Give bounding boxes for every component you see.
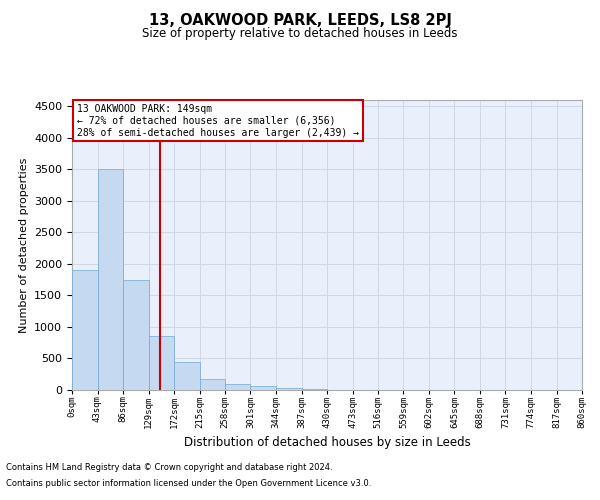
Text: 13 OAKWOOD PARK: 149sqm
← 72% of detached houses are smaller (6,356)
28% of semi: 13 OAKWOOD PARK: 149sqm ← 72% of detache… bbox=[77, 104, 359, 138]
Bar bbox=[149, 336, 174, 390]
Bar bbox=[174, 362, 199, 390]
Y-axis label: Number of detached properties: Number of detached properties bbox=[19, 158, 29, 332]
Bar bbox=[97, 170, 123, 390]
Text: Contains HM Land Registry data © Crown copyright and database right 2024.: Contains HM Land Registry data © Crown c… bbox=[6, 464, 332, 472]
Bar bbox=[302, 388, 327, 390]
Bar bbox=[225, 384, 251, 390]
Text: Contains public sector information licensed under the Open Government Licence v3: Contains public sector information licen… bbox=[6, 478, 371, 488]
Bar bbox=[123, 280, 149, 390]
Bar bbox=[251, 386, 276, 390]
Text: Size of property relative to detached houses in Leeds: Size of property relative to detached ho… bbox=[142, 28, 458, 40]
X-axis label: Distribution of detached houses by size in Leeds: Distribution of detached houses by size … bbox=[184, 436, 470, 449]
Bar bbox=[276, 388, 302, 390]
Text: 13, OAKWOOD PARK, LEEDS, LS8 2PJ: 13, OAKWOOD PARK, LEEDS, LS8 2PJ bbox=[149, 12, 451, 28]
Bar bbox=[72, 270, 97, 390]
Bar bbox=[199, 379, 225, 390]
